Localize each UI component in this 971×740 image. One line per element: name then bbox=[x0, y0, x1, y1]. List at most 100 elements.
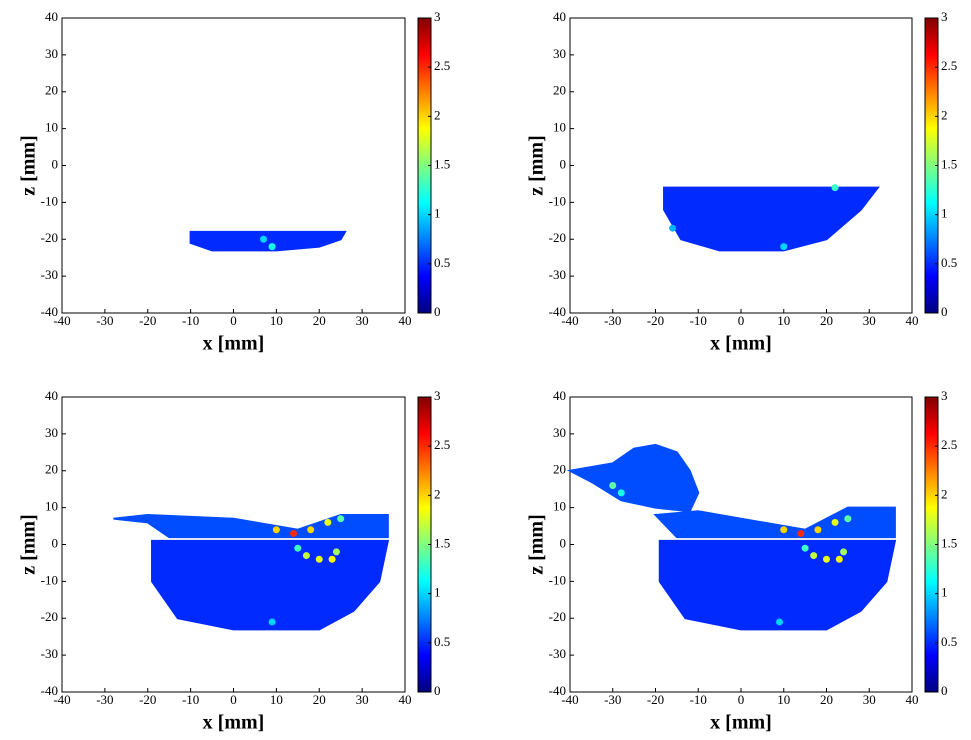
colorbar-tick-label: 1 bbox=[434, 206, 441, 221]
colorbar-tick-label: 1.5 bbox=[941, 156, 957, 171]
point bbox=[669, 224, 677, 232]
x-tick-label: 0 bbox=[738, 313, 745, 328]
point bbox=[324, 518, 332, 526]
colorbar-tick-label: 2 bbox=[941, 107, 948, 122]
x-tick-label: 30 bbox=[356, 313, 369, 328]
point bbox=[268, 243, 276, 251]
point bbox=[780, 243, 788, 251]
axes-frame bbox=[569, 17, 913, 314]
y-axis-label: z [mm] bbox=[526, 135, 548, 196]
y-tick-label: 20 bbox=[45, 83, 58, 98]
point bbox=[260, 235, 268, 243]
point bbox=[823, 555, 830, 563]
y-tick-label: -30 bbox=[41, 267, 58, 282]
colorbar-tick-label: 0.5 bbox=[434, 634, 450, 649]
y-tick-label: 30 bbox=[45, 46, 58, 61]
colorbar-tick-label: 1.5 bbox=[941, 535, 957, 550]
x-tick-label: -30 bbox=[96, 692, 113, 707]
x-tick-label: -10 bbox=[182, 692, 199, 707]
colorbar-tick-label: 1 bbox=[941, 206, 948, 221]
y-tick-label: -40 bbox=[41, 304, 58, 319]
x-tick-label: -30 bbox=[604, 313, 621, 328]
x-tick-label: 20 bbox=[313, 313, 326, 328]
x-tick-label: -20 bbox=[647, 313, 664, 328]
y-tick-label: -20 bbox=[549, 609, 566, 624]
y-axis-label: z [mm] bbox=[18, 514, 40, 575]
y-tick-label: 30 bbox=[553, 425, 566, 440]
x-axis-label: x [mm] bbox=[203, 333, 265, 355]
y-tick-label: -20 bbox=[549, 230, 566, 245]
point bbox=[831, 184, 839, 192]
colorbar-tick-label: 0 bbox=[941, 304, 948, 319]
y-axis-label: z [mm] bbox=[526, 514, 548, 575]
y-tick-label: 20 bbox=[45, 462, 58, 477]
x-tick-label: -20 bbox=[647, 692, 664, 707]
y-tick-label: -10 bbox=[41, 193, 58, 208]
y-tick-label: 0 bbox=[52, 156, 59, 171]
point bbox=[775, 618, 783, 626]
x-axis-label: x [mm] bbox=[203, 712, 265, 734]
y-tick-label: -30 bbox=[549, 646, 566, 661]
x-tick-label: 30 bbox=[863, 313, 876, 328]
point-cloud bbox=[663, 186, 880, 252]
x-tick-label: 0 bbox=[230, 313, 237, 328]
point bbox=[315, 555, 323, 563]
point bbox=[831, 518, 839, 526]
x-tick-label: 0 bbox=[230, 692, 237, 707]
y-tick-label: 40 bbox=[553, 9, 566, 24]
x-axis-label: x [mm] bbox=[710, 333, 772, 355]
x-tick-label: -10 bbox=[182, 313, 199, 328]
point bbox=[302, 552, 310, 560]
x-tick-label: -40 bbox=[53, 313, 70, 328]
x-tick-label: 40 bbox=[906, 692, 919, 707]
x-tick-label: 30 bbox=[356, 692, 369, 707]
colorbar-tick-label: 2 bbox=[941, 486, 948, 501]
colorbar-tick-label: 2.5 bbox=[941, 437, 957, 452]
y-tick-label: -30 bbox=[549, 267, 566, 282]
point-cloud bbox=[113, 513, 389, 539]
x-tick-label: -30 bbox=[604, 692, 621, 707]
colorbar-tick-label: 0 bbox=[434, 304, 441, 319]
point bbox=[268, 618, 276, 626]
point bbox=[844, 515, 852, 523]
point bbox=[797, 529, 805, 537]
colorbar-tick-label: 0 bbox=[434, 683, 441, 698]
x-tick-label: -30 bbox=[96, 313, 113, 328]
colorbar-tick-label: 2.5 bbox=[434, 437, 450, 452]
colorbar-tick-label: 2.5 bbox=[434, 58, 450, 73]
colorbar-tick-label: 3 bbox=[434, 9, 441, 24]
colorbar-tick-label: 2 bbox=[434, 107, 441, 122]
y-tick-label: 20 bbox=[553, 83, 566, 98]
y-tick-label: 30 bbox=[45, 425, 58, 440]
y-tick-label: -10 bbox=[549, 572, 566, 587]
colorbar-tick-label: 1.5 bbox=[434, 535, 450, 550]
colorbar-tick-label: 2.5 bbox=[941, 58, 957, 73]
x-tick-label: 20 bbox=[820, 313, 833, 328]
x-tick-label: 20 bbox=[313, 692, 326, 707]
point bbox=[617, 489, 625, 497]
point bbox=[337, 515, 345, 523]
y-tick-label: -20 bbox=[41, 230, 58, 245]
x-tick-label: 10 bbox=[270, 313, 283, 328]
y-tick-label: 40 bbox=[553, 388, 566, 403]
y-tick-label: -10 bbox=[549, 193, 566, 208]
x-tick-label: 10 bbox=[777, 313, 790, 328]
x-tick-label: -10 bbox=[690, 692, 707, 707]
colorbar-tick-label: 3 bbox=[434, 388, 441, 403]
y-tick-label: 10 bbox=[553, 120, 566, 135]
colorbar-tick-label: 1 bbox=[434, 585, 441, 600]
colorbar-tick-label: 3 bbox=[941, 9, 948, 24]
colorbar-tick-label: 3 bbox=[941, 388, 948, 403]
point bbox=[780, 526, 788, 534]
x-tick-label: -40 bbox=[561, 313, 578, 328]
y-axis-label: z [mm] bbox=[18, 135, 40, 196]
y-tick-label: 10 bbox=[45, 120, 58, 135]
point bbox=[328, 555, 336, 563]
x-tick-label: -40 bbox=[53, 692, 70, 707]
x-tick-label: 30 bbox=[863, 692, 876, 707]
point-cloud bbox=[566, 443, 700, 513]
point bbox=[814, 526, 822, 534]
x-tick-label: 40 bbox=[906, 313, 919, 328]
y-tick-label: 40 bbox=[45, 9, 58, 24]
